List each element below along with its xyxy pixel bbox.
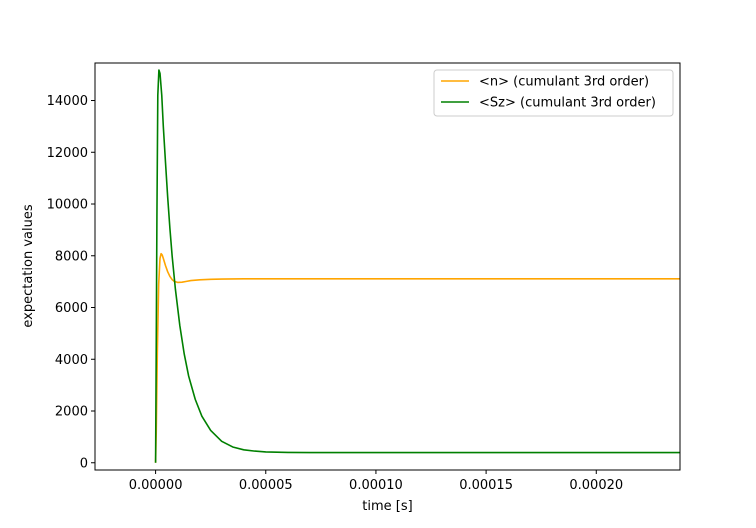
legend-box: [433, 69, 674, 117]
y-tick-label: 12000: [47, 146, 88, 161]
y-tick-label: 6000: [55, 301, 88, 316]
y-axis-label: expectation values: [21, 204, 36, 327]
plot-frame: [94, 62, 681, 471]
series-line-0: [154, 252, 680, 463]
series-line-1: [154, 69, 680, 463]
x-tick-label: 0.00020: [569, 478, 623, 493]
legend: <n> (cumulant 3rd order) <Sz> (cumulant 3…: [433, 69, 674, 117]
y-tick-label: 14000: [47, 94, 88, 109]
x-tick-label: 0.00010: [349, 478, 403, 493]
x-axis-ticks: 0.00000 0.00005 0.00010 0.00015 0.00020: [129, 470, 623, 493]
y-tick-label: 2000: [55, 405, 88, 420]
y-tick-label: 8000: [55, 249, 88, 264]
legend-label: <Sz> (cumulant 3rd order): [479, 96, 656, 111]
y-tick-label: 10000: [47, 198, 88, 213]
legend-label: <n> (cumulant 3rd order): [479, 75, 649, 90]
y-tick-label: 0: [80, 456, 88, 471]
x-tick-label: 0.00000: [129, 478, 183, 493]
x-tick-label: 0.00015: [459, 478, 513, 493]
x-tick-label: 0.00005: [239, 478, 293, 493]
x-axis-label: time [s]: [362, 499, 412, 514]
series-layer: [154, 69, 680, 463]
y-axis-ticks: 0 2000 4000 6000 8000 10000 12000 14000: [47, 94, 95, 471]
y-tick-label: 4000: [55, 353, 88, 368]
